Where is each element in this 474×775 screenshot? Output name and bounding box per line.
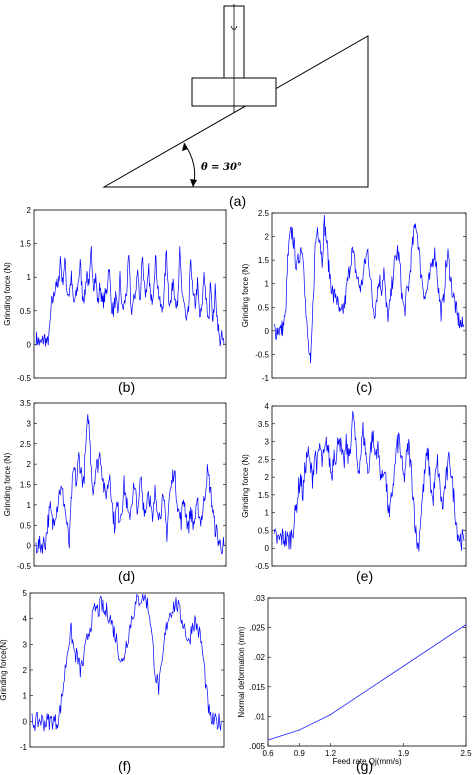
chart-b: -0.5 0 0.5 1 1.5 2 Grinding force (N): [3, 206, 227, 383]
arrow-head-down-icon: [190, 179, 197, 187]
plot-frame: [33, 402, 227, 567]
plot-frame: [267, 597, 467, 747]
panel-label-g: (g): [356, 758, 373, 774]
y-tick-label: 1: [265, 509, 270, 518]
diagram-a: θ = 30°: [102, 4, 369, 188]
y-tick-label: 0: [27, 340, 32, 349]
y-axis-label: Normal deformation (mm): [237, 626, 246, 717]
y-tick-label: 0.5: [20, 521, 32, 530]
y-tick-label: 1: [27, 273, 32, 282]
y-tick-label: 2: [27, 460, 32, 469]
y-tick-label: 2.5: [258, 455, 270, 464]
panel-label-c: (c): [356, 379, 372, 395]
y-tick-label: 1.5: [258, 256, 270, 265]
y-tick-label: 5: [23, 589, 28, 598]
series-line: [35, 414, 225, 555]
y-tick-label: .005: [249, 742, 265, 751]
y-tick-label: 2: [23, 666, 28, 675]
y-tick-label: 1: [23, 692, 28, 701]
y-tick-label: -0.5: [17, 374, 31, 383]
chart-c: -1 -0.5 0 0.5 1 1.5 2 2.5 Grinding force (N): [241, 209, 467, 383]
series-line: [31, 593, 223, 732]
series-line: [35, 246, 225, 347]
chart-d: -0.5 0 0.5 1 1.5 2 2.5 3 3.5 Grinding force (N): [3, 399, 227, 571]
y-tick-label: 0.5: [258, 303, 270, 312]
y-axis-label: Grinding force (N): [241, 454, 250, 518]
chart-e: -0.5 0 0.5 1 1.5 2 2.5 3 3.5 4 Grinding force (N): [241, 402, 467, 571]
y-tick-label: 2.5: [258, 209, 270, 218]
series-line: [274, 215, 465, 364]
y-tick-label: -0.5: [255, 562, 269, 571]
y-tick-label: .015: [249, 683, 265, 692]
y-tick-label: 2: [27, 206, 32, 215]
y-tick-label: -1: [20, 743, 28, 752]
panel-label-d: (d): [118, 568, 135, 584]
y-tick-label: 0: [23, 717, 28, 726]
y-tick-label: .03: [254, 594, 266, 603]
tool-tip-mark: [230, 25, 238, 30]
y-tick-label: 3: [23, 640, 28, 649]
y-tick-label: 0: [265, 544, 270, 553]
y-tick-label: 1: [27, 501, 32, 510]
panel-label-b: (b): [118, 379, 135, 395]
y-tick-label: 4: [23, 615, 28, 624]
y-tick-label: .02: [254, 653, 266, 662]
series-line: [273, 410, 465, 552]
y-tick-label: .025: [249, 624, 265, 633]
chart-g: .005 .01 .015 .02 .025 .03 Normal deformation …: [237, 594, 472, 766]
y-axis-label: Grinding force (N): [241, 263, 250, 327]
y-tick-label: 3: [265, 438, 270, 447]
panel-label-f: (f): [118, 758, 131, 774]
y-tick-label: 0.5: [20, 307, 32, 316]
y-tick-label: 3.5: [258, 420, 270, 429]
arrow-head-up-icon: [182, 143, 188, 151]
plot-frame: [271, 212, 467, 379]
chart-f: -1 0 1 2 3 4 5 Grinding force(N): [0, 589, 225, 752]
y-tick-label: 2: [265, 233, 270, 242]
y-axis-label: Grinding force (N): [3, 262, 12, 326]
panel-label-e: (e): [356, 568, 373, 584]
y-tick-label: 1: [265, 280, 270, 289]
y-tick-label: -0.5: [255, 350, 269, 359]
y-tick-label: -0.5: [17, 562, 31, 571]
incline-triangle: [102, 35, 369, 188]
x-tick-label: 0.9: [294, 749, 306, 758]
angle-label: θ = 30°: [201, 162, 242, 173]
y-tick-label: 1.5: [20, 481, 32, 490]
x-tick-label: 2.5: [460, 749, 472, 758]
y-tick-label: 2: [265, 473, 270, 482]
plot-frame: [29, 592, 225, 748]
x-axis-label: Feed rate Qj(mm/s): [332, 757, 402, 766]
x-tick-label: 1.9: [398, 749, 410, 758]
y-tick-label: 4: [265, 402, 270, 411]
y-tick-label: 3.5: [20, 399, 32, 408]
panel-label-a: (a): [229, 193, 246, 209]
y-tick-label: -1: [262, 374, 270, 383]
y-tick-label: 0: [27, 542, 32, 551]
y-tick-label: 2.5: [20, 440, 32, 449]
series-line: [267, 624, 467, 741]
y-tick-label: 1.5: [258, 491, 270, 500]
y-axis-label: Grinding force(N): [0, 639, 8, 701]
y-tick-label: 0: [265, 327, 270, 336]
x-tick-label: 1.2: [325, 749, 337, 758]
y-tick-label: 0.5: [258, 526, 270, 535]
y-axis-label: Grinding force (N): [3, 452, 12, 516]
x-tick-label: 0.6: [262, 749, 274, 758]
y-tick-label: 1.5: [20, 240, 32, 249]
y-tick-label: 3: [27, 419, 32, 428]
y-tick-label: .01: [254, 712, 266, 721]
